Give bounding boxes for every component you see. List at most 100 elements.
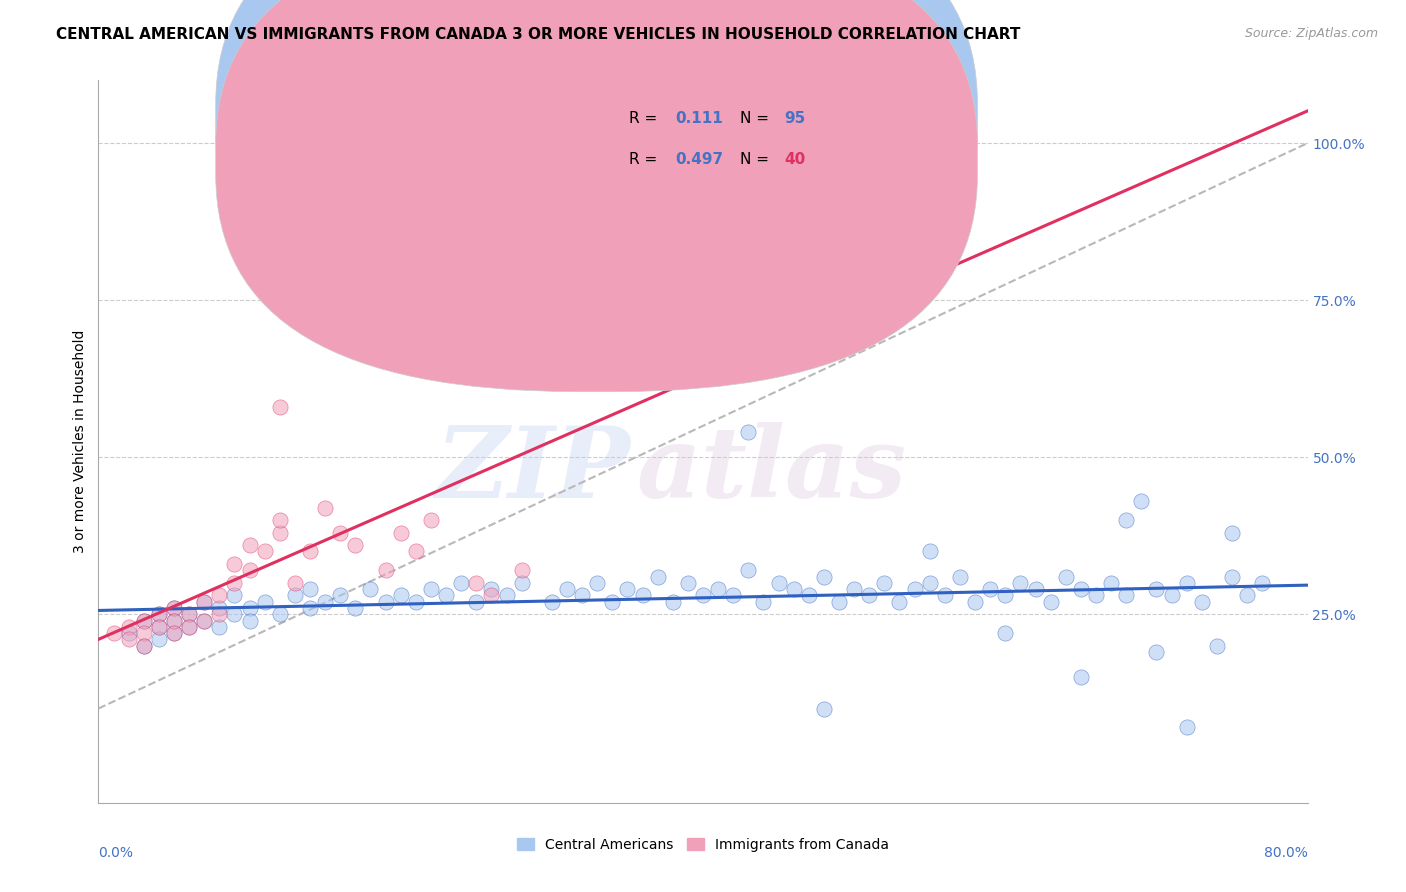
- Point: [1220, 569, 1243, 583]
- Point: [224, 589, 246, 603]
- Point: [163, 614, 186, 628]
- Text: 0.111: 0.111: [675, 112, 723, 126]
- Point: [163, 601, 186, 615]
- Point: [586, 575, 609, 590]
- Point: [1010, 575, 1032, 590]
- Point: [934, 589, 956, 603]
- Point: [148, 620, 170, 634]
- Point: [405, 544, 427, 558]
- Point: [132, 639, 155, 653]
- Point: [253, 544, 276, 558]
- Point: [208, 607, 231, 622]
- Point: [132, 614, 155, 628]
- Point: [965, 595, 987, 609]
- Point: [389, 525, 412, 540]
- Point: [239, 563, 262, 577]
- Text: N =: N =: [741, 153, 775, 168]
- Point: [737, 425, 759, 439]
- Point: [163, 626, 186, 640]
- Point: [314, 500, 336, 515]
- Text: R =: R =: [630, 153, 662, 168]
- Point: [299, 582, 322, 597]
- Text: 40: 40: [785, 153, 806, 168]
- Point: [616, 312, 638, 326]
- Point: [918, 575, 941, 590]
- Point: [253, 595, 276, 609]
- Point: [360, 249, 382, 263]
- Point: [647, 569, 669, 583]
- Point: [344, 538, 367, 552]
- Point: [103, 626, 125, 640]
- Point: [1085, 589, 1108, 603]
- Point: [1220, 525, 1243, 540]
- Point: [434, 356, 457, 370]
- Point: [450, 575, 472, 590]
- Point: [994, 589, 1017, 603]
- Point: [1236, 589, 1258, 603]
- Point: [329, 525, 352, 540]
- Point: [540, 595, 562, 609]
- Point: [132, 639, 155, 653]
- Point: [239, 614, 262, 628]
- Point: [555, 582, 578, 597]
- Point: [239, 538, 262, 552]
- Point: [631, 589, 654, 603]
- Point: [602, 595, 624, 609]
- Point: [193, 595, 215, 609]
- Point: [179, 607, 201, 622]
- Point: [495, 589, 517, 603]
- Point: [224, 557, 246, 571]
- Point: [797, 589, 820, 603]
- Text: N =: N =: [741, 112, 775, 126]
- Point: [389, 589, 412, 603]
- Point: [1115, 513, 1137, 527]
- Point: [208, 589, 231, 603]
- Text: 95: 95: [785, 112, 806, 126]
- Point: [707, 582, 730, 597]
- Text: Source: ZipAtlas.com: Source: ZipAtlas.com: [1244, 27, 1378, 40]
- Point: [858, 589, 880, 603]
- Point: [661, 595, 683, 609]
- Point: [269, 525, 291, 540]
- Point: [420, 513, 443, 527]
- Point: [510, 563, 533, 577]
- Point: [299, 601, 322, 615]
- Point: [269, 607, 291, 622]
- Text: ZIP: ZIP: [436, 422, 630, 518]
- Point: [1144, 645, 1167, 659]
- Legend: Central Americans, Immigrants from Canada: Central Americans, Immigrants from Canad…: [512, 832, 894, 857]
- Point: [828, 595, 851, 609]
- Point: [148, 620, 170, 634]
- Point: [193, 595, 215, 609]
- Text: CENTRAL AMERICAN VS IMMIGRANTS FROM CANADA 3 OR MORE VEHICLES IN HOUSEHOLD CORRE: CENTRAL AMERICAN VS IMMIGRANTS FROM CANA…: [56, 27, 1021, 42]
- Point: [163, 626, 186, 640]
- Point: [1206, 639, 1229, 653]
- Point: [269, 513, 291, 527]
- Point: [314, 595, 336, 609]
- Point: [783, 582, 806, 597]
- Point: [813, 701, 835, 715]
- Point: [1175, 720, 1198, 734]
- Point: [1160, 589, 1182, 603]
- Text: 0.497: 0.497: [675, 153, 723, 168]
- Point: [994, 626, 1017, 640]
- Point: [208, 601, 231, 615]
- Point: [118, 626, 141, 640]
- Point: [269, 400, 291, 414]
- Point: [768, 575, 790, 590]
- Point: [193, 614, 215, 628]
- Point: [737, 563, 759, 577]
- Point: [1144, 582, 1167, 597]
- Point: [918, 544, 941, 558]
- Point: [571, 589, 593, 603]
- Point: [405, 595, 427, 609]
- Point: [284, 575, 307, 590]
- FancyBboxPatch shape: [215, 0, 977, 392]
- Point: [465, 575, 488, 590]
- Text: 80.0%: 80.0%: [1264, 847, 1308, 860]
- FancyBboxPatch shape: [558, 87, 897, 196]
- Point: [179, 620, 201, 634]
- Point: [1099, 575, 1122, 590]
- Point: [1070, 670, 1092, 684]
- Point: [813, 569, 835, 583]
